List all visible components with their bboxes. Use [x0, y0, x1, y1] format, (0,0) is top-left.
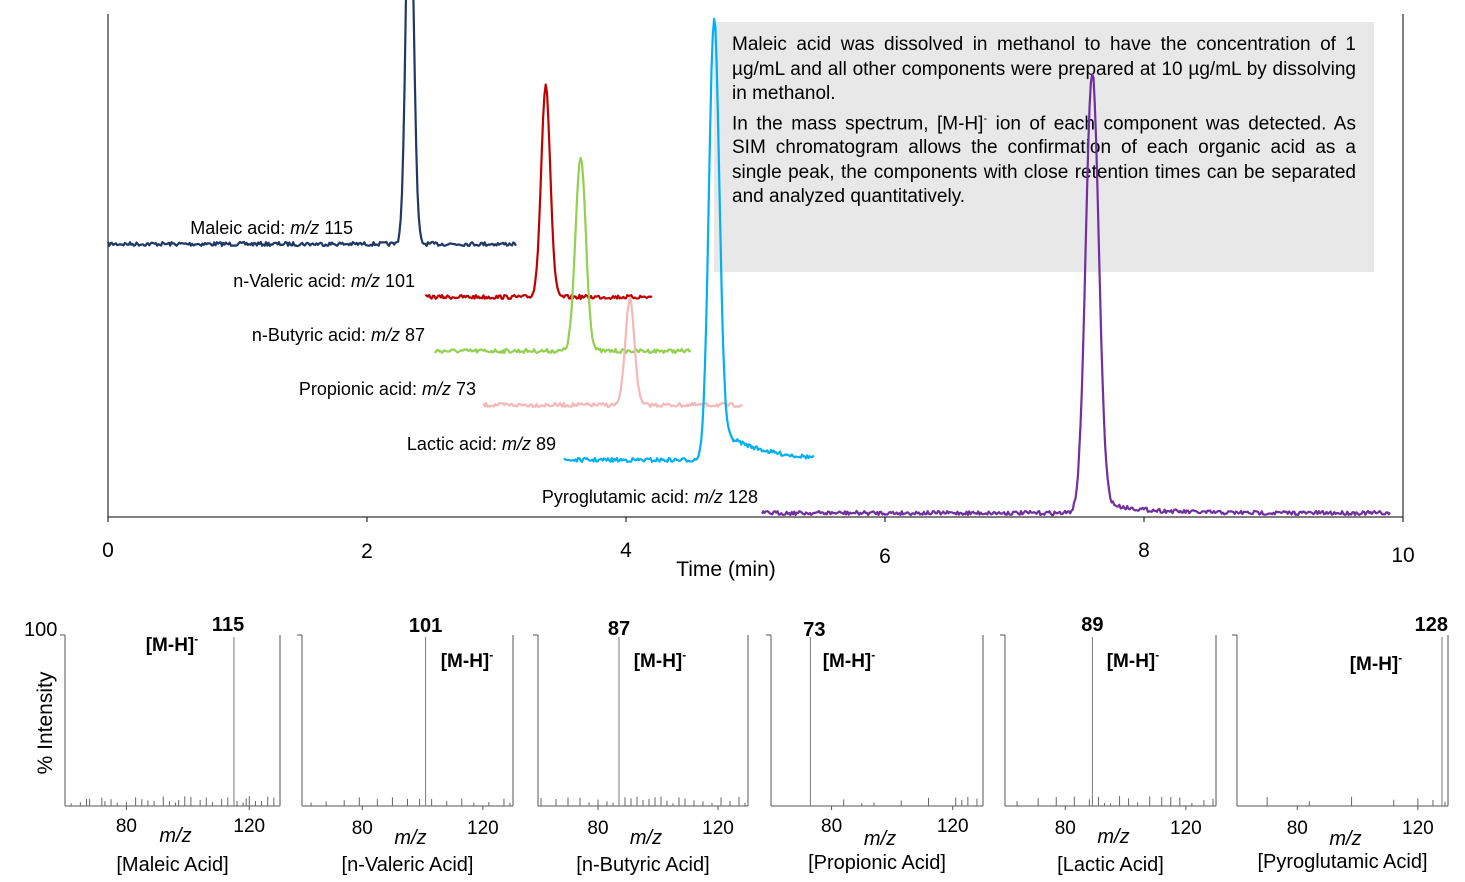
x-tick-label: 8 [1138, 539, 1150, 562]
compound-label: [Propionic Acid] [808, 852, 946, 874]
trace-label: Maleic acid: m/z 115 [190, 218, 353, 238]
trace-label: Lactic acid: m/z 89 [407, 434, 556, 454]
annotation-text-b: ion of each component was detected. As S… [732, 112, 1356, 208]
chromatogram-trace [563, 17, 815, 463]
spectrum-x-tick-label: 80 [587, 818, 608, 839]
compound-label: [n-Butyric Acid] [576, 854, 709, 876]
ion-label: [M-H]- [146, 632, 199, 656]
spectrum-x-title: m/z [864, 828, 896, 850]
annotation-sup: - [983, 112, 988, 125]
spectrum-x-tick-label: 120 [1170, 818, 1202, 839]
base-peak-label: 128 [1415, 614, 1448, 636]
spectrum-x-tick-label: 80 [1287, 818, 1308, 839]
spectrum-x-tick-label: 80 [352, 818, 373, 839]
trace-label: n-Butyric acid: m/z 87 [252, 325, 425, 345]
chromatogram-trace [106, 0, 517, 248]
y-tick-label: 100 [24, 619, 57, 641]
chromatogram-trace [434, 156, 692, 355]
ion-label: [M-H]- [1107, 648, 1160, 672]
annotation-box: Maleic acid was dissolved in methanol to… [714, 22, 1374, 272]
chromatogram-trace [761, 73, 1391, 517]
ion-label: [M-H]- [823, 648, 876, 672]
base-peak-label: 87 [608, 618, 630, 640]
spectrum-x-tick-label: 80 [821, 816, 842, 837]
spectrum-x-tick-label: 80 [116, 816, 137, 837]
chromatogram-trace [482, 296, 743, 408]
trace-label: Pyroglutamic acid: m/z 128 [542, 487, 758, 507]
annotation-paragraph-1: Maleic acid was dissolved in methanol to… [732, 34, 1356, 104]
spectrum-x-title: m/z [394, 827, 426, 849]
annotation-paragraph-2: In the mass spectrum, [M-H]- ion of each… [732, 107, 1356, 210]
spectrum-x-title: m/z [630, 827, 662, 849]
trace-label: Propionic acid: m/z 73 [299, 379, 476, 399]
trace-label: n-Valeric acid: m/z 101 [233, 271, 415, 291]
x-tick-label: 4 [620, 539, 632, 562]
base-peak-label: 115 [212, 614, 244, 636]
x-tick-label: 10 [1391, 544, 1414, 567]
ion-label: [M-H]- [634, 648, 687, 672]
x-tick-label: 6 [879, 545, 891, 568]
spectrum-x-tick-label: 120 [702, 818, 734, 839]
base-peak-label: 101 [409, 615, 442, 637]
compound-label: [Pyroglutamic Acid] [1257, 851, 1427, 873]
chromatogram-trace [424, 83, 653, 301]
y-axis-title: % Intensity [34, 671, 57, 774]
spectrum-x-tick-label: 120 [233, 816, 265, 837]
base-peak-label: 89 [1081, 614, 1103, 636]
spectrum-x-title: m/z [1329, 828, 1361, 850]
spectrum-x-tick-label: 120 [937, 816, 969, 837]
spectrum-x-title: m/z [159, 825, 191, 847]
ion-label: [M-H]- [1350, 651, 1403, 675]
compound-label: [Lactic Acid] [1057, 854, 1164, 876]
ion-label: [M-H]- [441, 648, 494, 672]
spectrum-x-tick-label: 80 [1055, 818, 1076, 839]
compound-label: [Maleic Acid] [116, 854, 228, 876]
x-tick-label: 0 [102, 539, 114, 562]
x-tick-label: 2 [361, 540, 373, 563]
spectrum-x-title: m/z [1097, 826, 1129, 848]
compound-label: [n-Valeric Acid] [342, 854, 474, 876]
x-axis-title: Time (min) [676, 558, 776, 581]
base-peak-label: 73 [803, 619, 825, 641]
spectrum-x-tick-label: 120 [467, 818, 499, 839]
annotation-text-a: In the mass spectrum, [M-H] [732, 112, 984, 134]
spectrum-x-tick-label: 120 [1402, 818, 1434, 839]
